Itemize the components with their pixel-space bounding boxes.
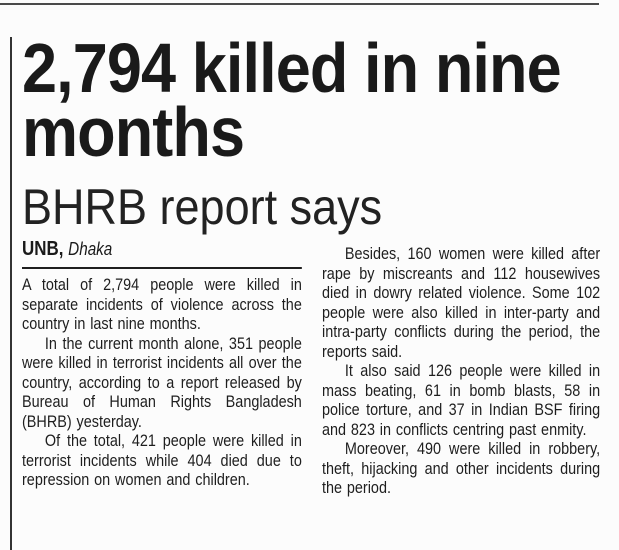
- top-border-rule: [0, 3, 599, 5]
- left-border-rule: [10, 37, 12, 550]
- paragraph: Of the total, 421 people were killed in …: [22, 431, 302, 489]
- left-column: UNB, Dhaka A total of 2,794 people were …: [22, 238, 302, 490]
- byline: UNB, Dhaka: [22, 238, 302, 260]
- right-column: Besides, 160 women were killed after rap…: [322, 244, 600, 498]
- headline: 2,794 killed in nine months: [22, 29, 562, 171]
- paragraph: Besides, 160 women were killed after rap…: [322, 244, 601, 361]
- byline-rule: [22, 267, 302, 269]
- paragraph: It also said 126 people were killed in m…: [322, 361, 601, 439]
- byline-agency: UNB,: [22, 238, 64, 260]
- paragraph-lead: A total of 2,794 people were killed in s…: [22, 275, 302, 333]
- subheadline: BHRB report says: [22, 179, 383, 235]
- byline-location: Dhaka: [68, 239, 113, 259]
- paragraph: In the current month alone, 351 people w…: [22, 333, 302, 431]
- paragraph: Moreover, 490 were killed in robbery, th…: [322, 439, 601, 497]
